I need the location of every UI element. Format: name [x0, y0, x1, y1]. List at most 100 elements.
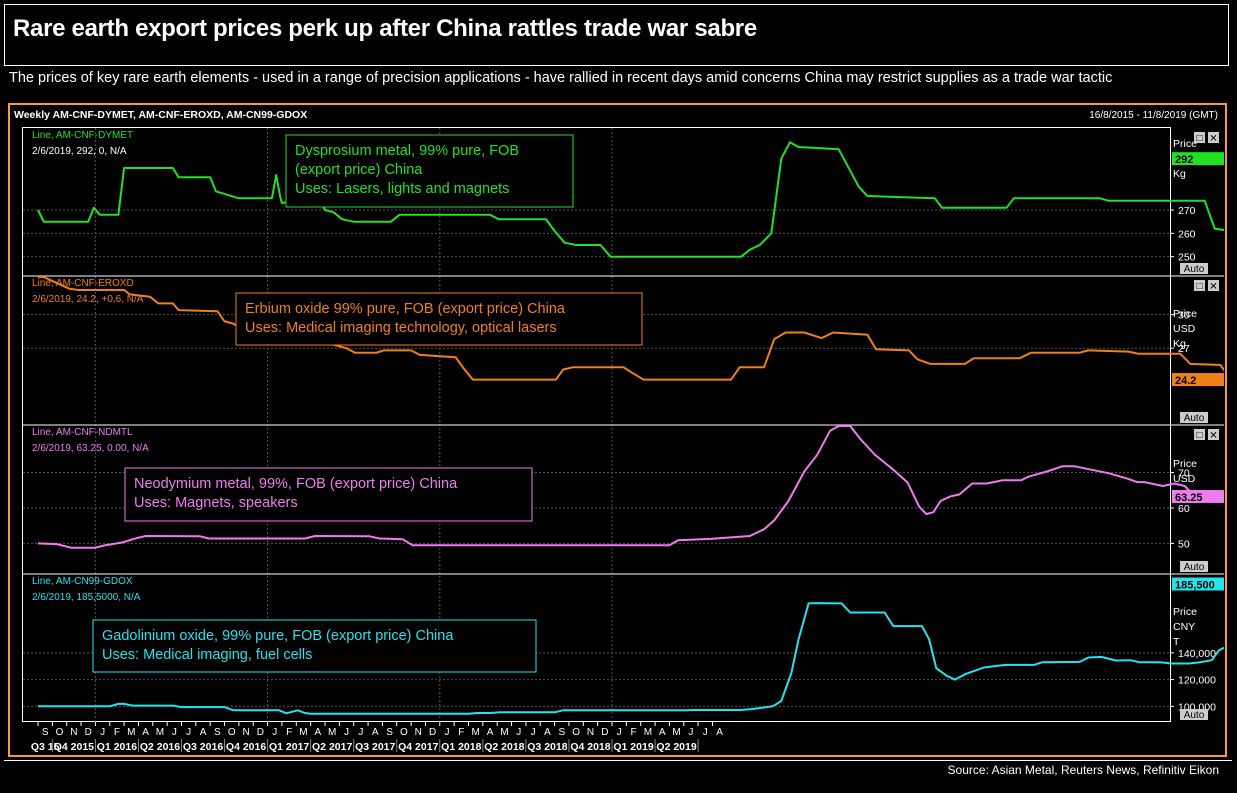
top-bar-series-list: Weekly AM-CNF-DYMET, AM-CNF-EROXD, AM-CN… — [14, 109, 307, 121]
y-tick-label: 270 — [1178, 205, 1196, 217]
header-box: Rare earth export prices perk up after C… — [4, 4, 1229, 66]
x-month-label: D — [601, 727, 608, 738]
y-tick-label: 30 — [1178, 310, 1190, 322]
y-tick-label: 70 — [1178, 468, 1190, 480]
x-month-label: O — [400, 727, 408, 738]
x-quarter-label: Q2 2016 — [140, 741, 180, 753]
last-value-label: 185,500 — [1175, 580, 1215, 592]
auto-scale-button[interactable] — [1180, 263, 1208, 274]
x-month-label: M — [500, 727, 508, 738]
x-month-label: A — [142, 727, 149, 738]
x-month-label: N — [415, 727, 422, 738]
y-tick-label: 250 — [1178, 252, 1196, 264]
x-month-label: N — [70, 727, 77, 738]
panel-close-button[interactable] — [1208, 280, 1219, 291]
x-month-label: F — [114, 727, 120, 738]
unit-label: USD — [1173, 473, 1196, 485]
unit-label: T — [1173, 636, 1180, 648]
series-line-gd — [38, 602, 1224, 715]
unit-label: Price — [1173, 308, 1197, 320]
auto-scale-label: Auto — [1184, 710, 1205, 721]
x-month-label: F — [630, 727, 636, 738]
x-month-label: O — [228, 727, 236, 738]
series-line-nd — [37, 425, 1224, 549]
panel-close-button[interactable] — [1208, 132, 1219, 143]
x-month-label: M — [127, 727, 135, 738]
x-month-label: J — [516, 727, 521, 738]
x-quarter-label: Q1 2018 — [441, 741, 481, 753]
x-quarter-label: Q3 2016 — [183, 741, 223, 753]
panel-gd: 100,000120,000140,000PriceCNYT□✕Auto185,… — [23, 573, 1224, 721]
annotation-box — [235, 292, 643, 346]
panel-restore-button[interactable] — [1194, 132, 1205, 143]
x-month-label: J — [444, 727, 449, 738]
chart-svg: Weekly AM-CNF-DYMET, AM-CNF-EROXD, AM-CN… — [10, 105, 1224, 753]
page-subtitle: The prices of key rare earth elements - … — [9, 70, 1113, 86]
x-month-label: M — [472, 727, 480, 738]
restore-icon: □ — [1196, 133, 1202, 144]
x-month-label: A — [372, 727, 379, 738]
annotation-line: (export price) China — [295, 162, 423, 178]
x-quarter-label: Q4 2018 — [570, 741, 610, 753]
x-month-label: J — [344, 727, 349, 738]
last-value-tag — [1172, 152, 1224, 166]
panel-restore-button[interactable] — [1194, 280, 1205, 291]
restore-icon: □ — [1196, 281, 1202, 292]
x-quarter-label: Q1 2017 — [269, 741, 309, 753]
auto-scale-button[interactable] — [1180, 709, 1208, 720]
annotation-line: Uses: Lasers, lights and magnets — [295, 181, 509, 197]
y-tick-label: 60 — [1178, 503, 1190, 515]
x-month-label: J — [100, 727, 105, 738]
annotation-line: Gadolinium oxide, 99% pure, FOB (export … — [102, 628, 454, 644]
annotation-line: Erbium oxide 99% pure, FOB (export price… — [245, 301, 566, 317]
last-value-label: 24.2 — [1175, 375, 1196, 387]
close-icon: ✕ — [1209, 282, 1217, 293]
x-quarter-label: Q2 2017 — [312, 741, 352, 753]
x-month-label: O — [56, 727, 64, 738]
series-legend-label: Line, AM-CN99-GDOX — [32, 576, 133, 587]
unit-label: Price — [1173, 606, 1197, 618]
x-quarter-label: Q1 2016 — [97, 741, 137, 753]
auto-scale-label: Auto — [1184, 413, 1205, 424]
last-value-tag — [1172, 373, 1224, 387]
series-legend-label: Line, AM-CNF-EROXD — [32, 278, 134, 289]
x-quarter-label: Q4 2015 — [54, 741, 94, 753]
auto-scale-button[interactable] — [1180, 561, 1208, 572]
chart-frame — [8, 103, 1227, 757]
x-month-label: J — [703, 727, 708, 738]
top-bar-date-range: 16/8/2015 - 11/8/2019 (GMT) — [1089, 110, 1218, 121]
x-quarter-label: Q1 2019 — [613, 741, 653, 753]
x-month-label: J — [688, 727, 693, 738]
x-month-label: A — [716, 727, 723, 738]
x-month-label: A — [487, 727, 494, 738]
last-value-tag — [1172, 577, 1224, 591]
x-month-label: S — [42, 727, 49, 738]
y-tick-label: 27 — [1178, 343, 1190, 355]
series-readout: 2/6/2019, 63.25, 0.00, N/A — [32, 443, 149, 454]
x-month-label: D — [429, 727, 436, 738]
page-title: Rare earth export prices perk up after C… — [13, 15, 757, 42]
x-quarter-label: Q4 2017 — [398, 741, 438, 753]
x-month-label: F — [286, 727, 292, 738]
x-quarter-label: Q3 2018 — [527, 741, 567, 753]
x-month-label: M — [672, 727, 680, 738]
x-month-label: N — [587, 727, 594, 738]
x-month-label: N — [242, 727, 249, 738]
series-legend-label: Line, AM-CNF-DYMET — [32, 130, 133, 141]
panel-close-button[interactable] — [1208, 429, 1219, 440]
last-value-label: 63.25 — [1175, 492, 1203, 504]
series-legend-label: Line, AM-CNF-NDMTL — [32, 427, 133, 438]
unit-label: USD — [1173, 323, 1196, 335]
x-month-label: D — [85, 727, 92, 738]
annotation-box — [92, 619, 537, 673]
chart-panels: 250 260 270 Price USD Kg □ ✕ Auto 292 Line, AM-CNF… — [23, 130, 1224, 721]
auto-scale-button[interactable] — [1180, 412, 1208, 423]
unit-label: Kg — [1173, 168, 1186, 180]
annotation-line: Uses: Magnets, speakers — [134, 495, 298, 511]
unit-label: Price — [1173, 138, 1197, 150]
series-readout: 2/6/2019, 185,5000, N/A — [32, 592, 141, 603]
x-quarter-label: Q2 2019 — [656, 741, 696, 753]
x-month-label: A — [200, 727, 207, 738]
panel-restore-button[interactable] — [1194, 429, 1205, 440]
